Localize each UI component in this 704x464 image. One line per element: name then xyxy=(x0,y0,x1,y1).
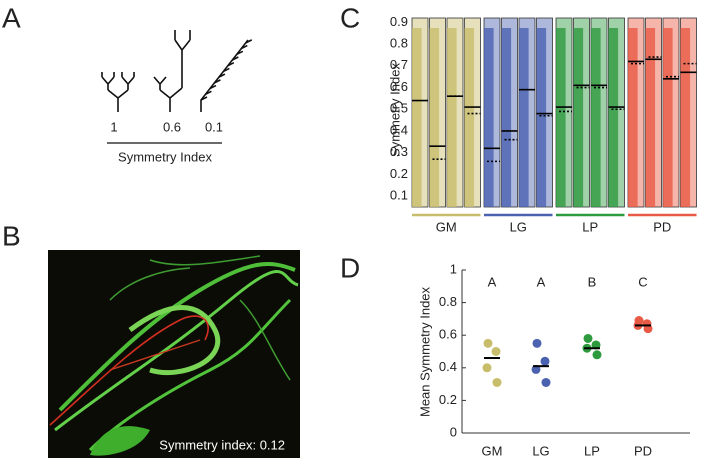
histogram-fill xyxy=(663,28,673,207)
y-tick-label: 0.4 xyxy=(390,122,408,137)
x-tick-label: LG xyxy=(532,443,549,458)
group-label: GM xyxy=(436,219,457,234)
point xyxy=(532,338,542,348)
point xyxy=(491,347,501,356)
histogram-fill xyxy=(536,28,547,207)
point xyxy=(482,363,492,373)
group-label: LG xyxy=(510,219,527,234)
y-tick-label: 0.3 xyxy=(390,144,408,159)
point xyxy=(583,333,593,343)
group-label: PD xyxy=(653,219,671,234)
point xyxy=(531,364,541,374)
comb-branch xyxy=(205,90,212,96)
comb-branch xyxy=(227,61,235,67)
panel-label: A xyxy=(2,2,21,33)
y-tick-label: 0.6 xyxy=(439,327,457,342)
histogram-fill xyxy=(628,28,638,207)
histogram-fill xyxy=(680,28,691,207)
histogram-fill xyxy=(519,28,529,207)
neuron-image xyxy=(48,250,300,458)
point xyxy=(592,350,602,360)
histogram-fill xyxy=(484,28,494,207)
y-axis-label: Symmetry Index xyxy=(387,63,402,157)
histogram-fill xyxy=(412,28,422,207)
histogram-fill xyxy=(429,28,440,207)
tree-asymmetric xyxy=(200,39,253,112)
comb-branch xyxy=(245,39,253,44)
histogram-fill xyxy=(464,28,475,207)
histogram-fill xyxy=(573,28,584,207)
point xyxy=(541,377,551,387)
comb-branch xyxy=(218,73,226,78)
group-letter: A xyxy=(537,274,546,289)
y-tick-label: 0.2 xyxy=(439,392,457,407)
histogram-fill xyxy=(501,28,512,207)
histogram-fill xyxy=(556,28,566,207)
x-tick-label: LP xyxy=(584,443,600,458)
group-letter: A xyxy=(488,274,497,289)
y-tick-label: 0.2 xyxy=(390,166,408,181)
y-tick-label: 0.4 xyxy=(439,359,457,374)
histogram-fill xyxy=(645,28,656,207)
symmetry-label: 0.1 xyxy=(205,119,223,134)
histogram-fill xyxy=(608,28,619,207)
group-label: LP xyxy=(582,219,598,234)
y-tick-label: 0.5 xyxy=(390,101,408,116)
symmetry-label: 1 xyxy=(110,119,117,134)
point xyxy=(591,340,601,350)
x-tick-label: PD xyxy=(634,443,652,458)
comb-branch xyxy=(236,50,244,56)
annotation: Symmetry index: 0.12 xyxy=(159,437,285,452)
point xyxy=(492,377,502,387)
histogram-fill xyxy=(591,28,601,207)
y-tick-label: 0.8 xyxy=(390,36,408,51)
point xyxy=(643,324,653,334)
y-tick-label: 0 xyxy=(450,424,457,439)
y-tick-label: 0.8 xyxy=(439,294,457,309)
comb-branch xyxy=(231,56,239,61)
tree-partial xyxy=(153,30,191,112)
point xyxy=(540,356,550,366)
x-tick-label: GM xyxy=(482,443,503,458)
comb-branch xyxy=(223,67,230,73)
point xyxy=(483,338,493,348)
comb-branch xyxy=(200,96,208,101)
group-letter: C xyxy=(638,274,647,289)
group-letter: B xyxy=(588,274,597,289)
panel-label: C xyxy=(340,2,360,33)
comb-branch xyxy=(209,84,217,90)
comb-branch xyxy=(240,44,248,50)
panel-label: B xyxy=(2,220,21,251)
y-tick-label: 0.7 xyxy=(390,57,408,72)
y-tick-label: 1 xyxy=(450,261,457,276)
y-tick-label: 0.6 xyxy=(390,79,408,94)
axis-label: Symmetry Index xyxy=(118,149,212,164)
y-axis-label: Mean Symmetry Index xyxy=(417,286,432,417)
symmetry-label: 0.6 xyxy=(163,119,181,134)
histogram-fill xyxy=(447,28,457,207)
tree-symmetric xyxy=(101,72,135,112)
panel-label: D xyxy=(340,252,360,283)
comb-branch xyxy=(214,79,221,84)
y-tick-label: 0.9 xyxy=(390,14,408,29)
y-tick-label: 0.1 xyxy=(390,188,408,203)
